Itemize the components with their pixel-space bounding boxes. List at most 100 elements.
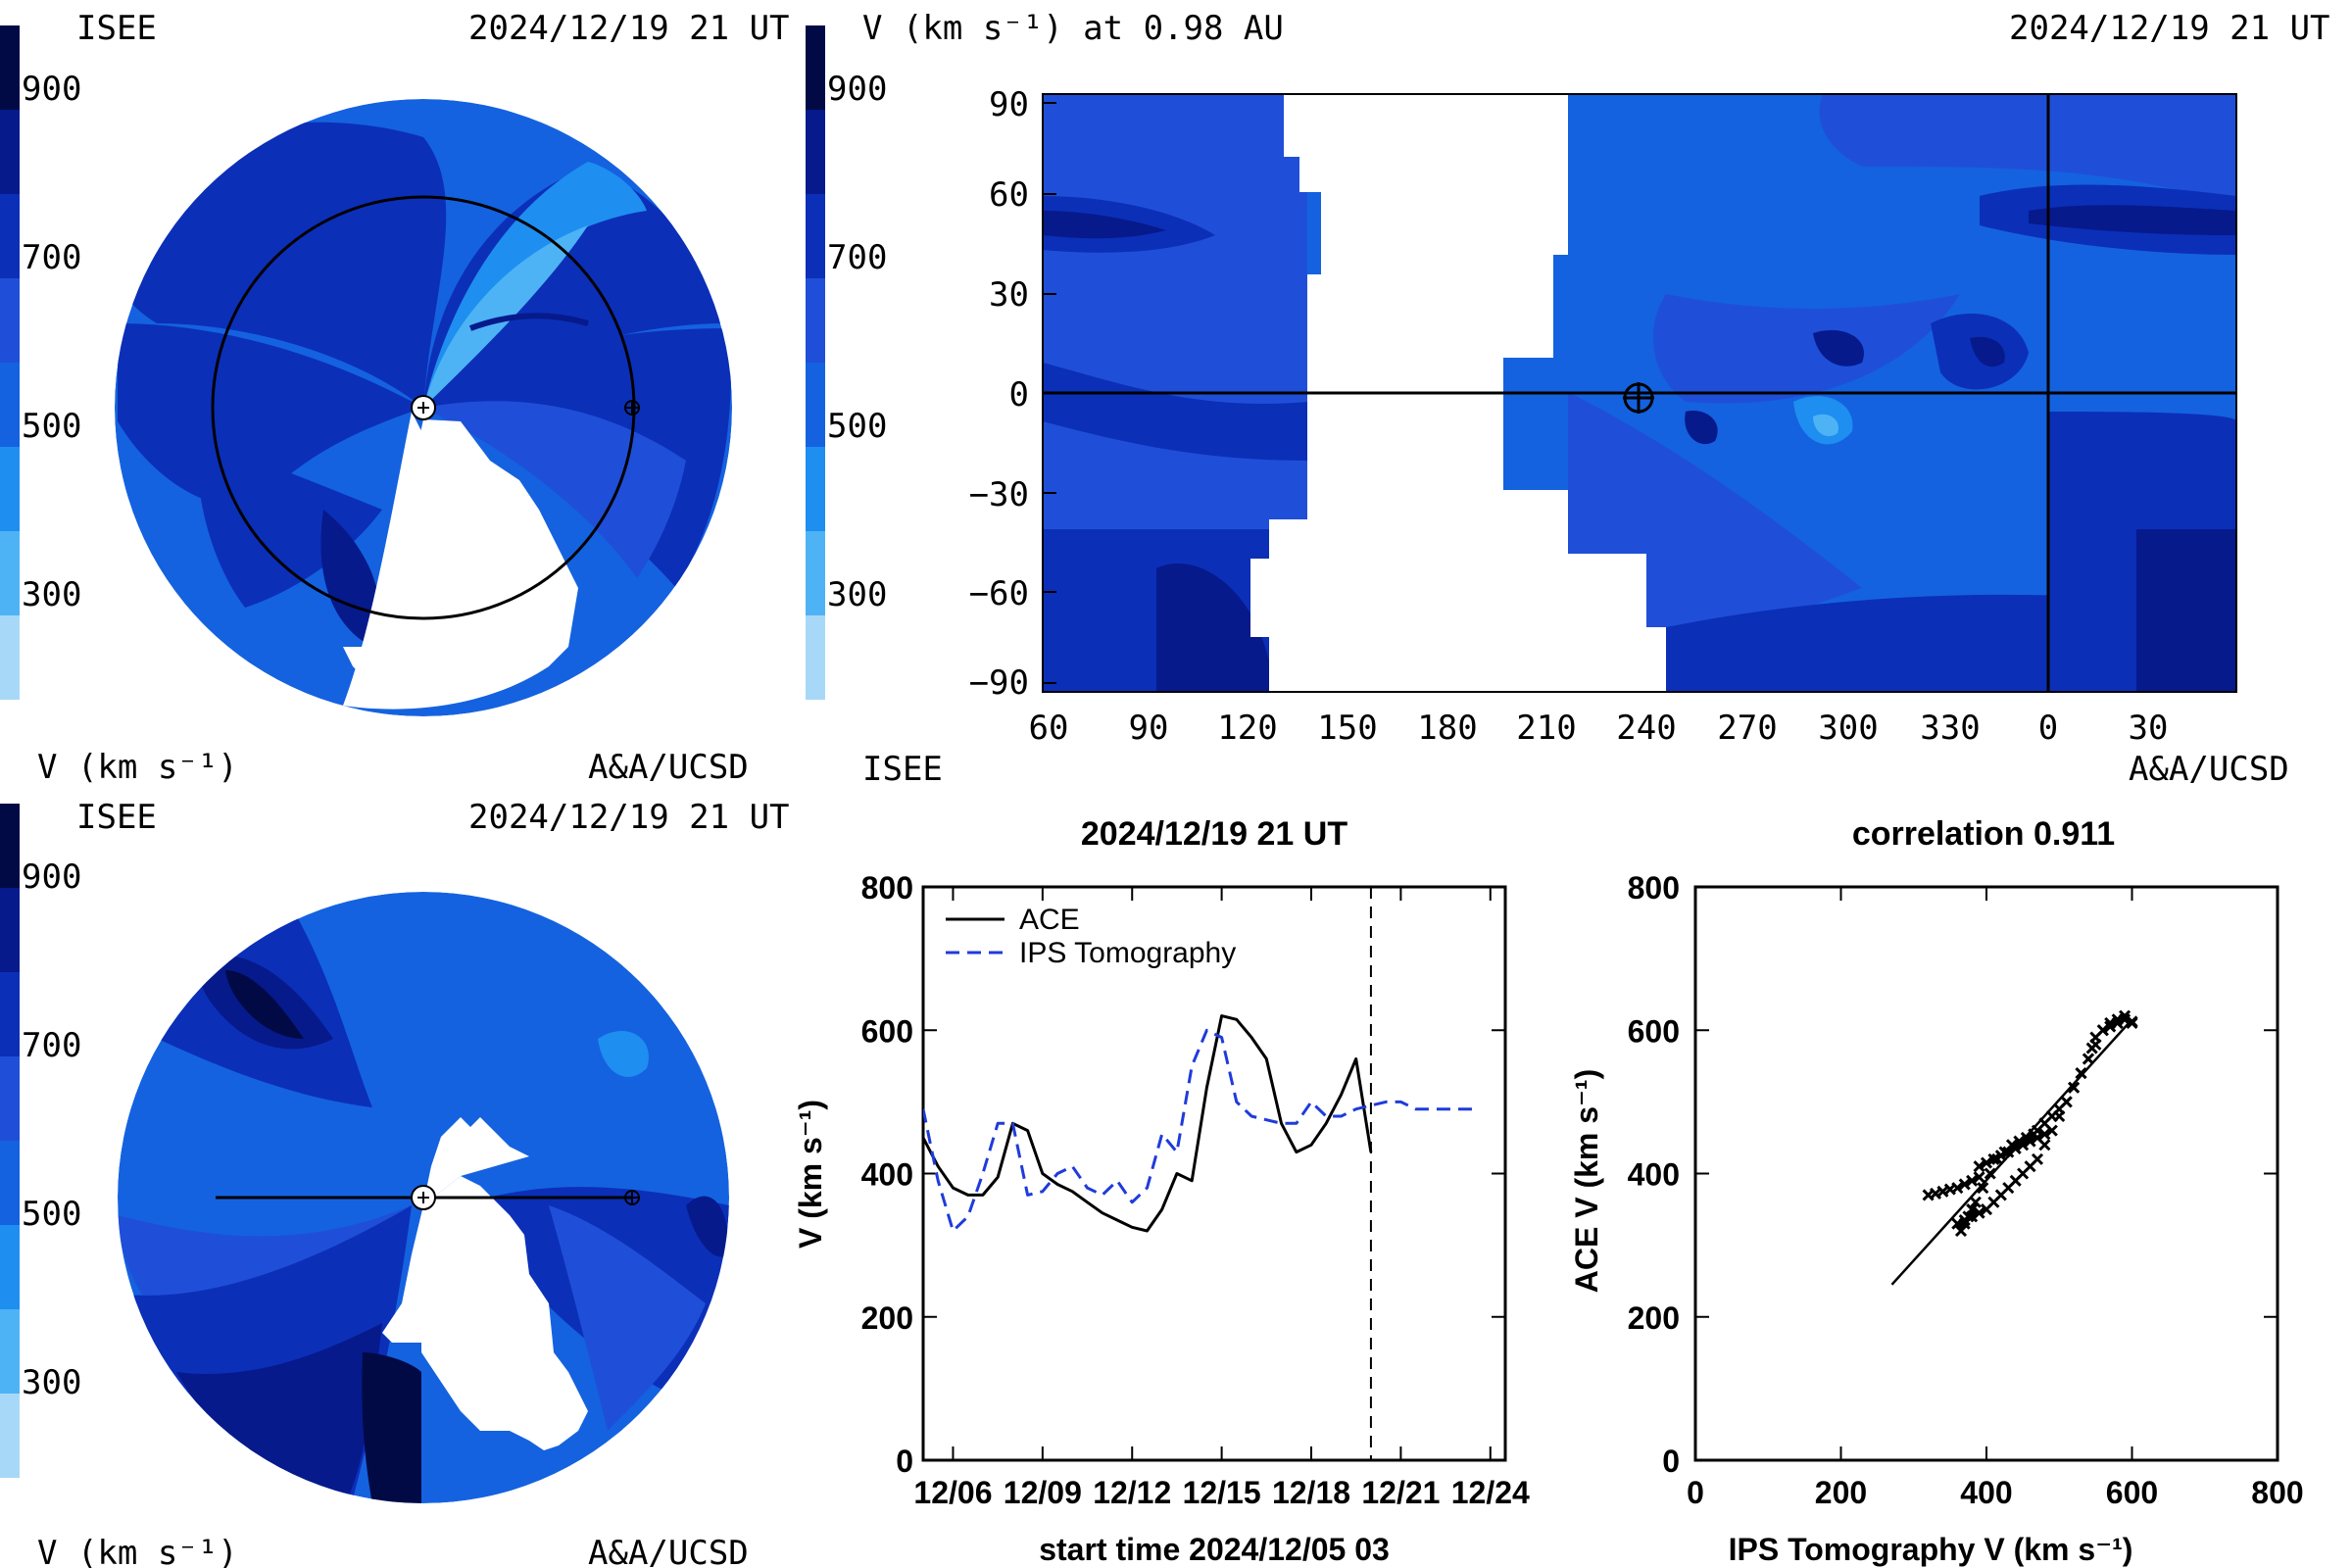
x-tick-label: 800 (2251, 1475, 2303, 1510)
legend: ACE IPS Tomography (946, 904, 1236, 969)
y-tick-label: 600 (1628, 1013, 1680, 1049)
x-tick-270: 270 (1717, 709, 1777, 748)
series-group (923, 887, 1476, 1460)
colorbar-top-left (0, 25, 20, 700)
panel-correlation-scatter: correlation 0.911 800 600 400 200 0 0 200 400 6… (1569, 815, 2304, 1567)
scatter-point (2038, 1139, 2051, 1152)
y-tick-label: 400 (1628, 1157, 1680, 1193)
timestamp: 2024/12/19 21 UT (468, 9, 790, 48)
chart-title: 2024/12/19 21 UT (1081, 815, 1348, 853)
y-tick-label: 800 (861, 870, 913, 906)
units-label: V (km s⁻¹) (37, 1534, 238, 1568)
colorbar-tick-500: 500 (22, 407, 81, 446)
colorbar-tick-900: 900 (827, 70, 887, 109)
x-tick-60: 60 (1029, 709, 1069, 748)
colorbar-tick-900: 900 (22, 858, 81, 897)
y-tick-label: 800 (1628, 870, 1680, 906)
colorbar-tick-700: 700 (22, 238, 81, 277)
credit-label: A&A/UCSD (588, 1534, 749, 1568)
map-y-ticks: 90 60 30 0 −30 −60 −90 (969, 85, 1056, 703)
timestamp: 2024/12/19 21 UT (468, 798, 790, 837)
map-title: V (km s⁻¹) at 0.98 AU (862, 9, 1284, 48)
isee-label: ISEE (76, 9, 157, 48)
x-tick-label: 12/12 (1093, 1475, 1171, 1510)
isee-label: ISEE (862, 750, 943, 789)
scatter-point (2031, 1152, 2044, 1165)
scatter-point (1966, 1174, 1979, 1187)
x-tick-330: 330 (1920, 709, 1980, 748)
y-tick-minus-60: −60 (969, 574, 1029, 613)
earth-cross-icon (625, 1191, 639, 1204)
plot-frame (921, 885, 1507, 1462)
y-tick-0: 0 (1009, 375, 1029, 415)
x-tick-210: 210 (1516, 709, 1576, 748)
series-ips-line (923, 1028, 1476, 1233)
y-tick-90: 90 (989, 85, 1029, 124)
panel-ecliptic-top-left: ISEE 2024/12/19 21 UT 900 700 500 300 V … (0, 9, 790, 787)
scatter-point (2126, 1015, 2138, 1028)
x-tick-label: 12/18 (1272, 1475, 1350, 1510)
units-label: V (km s⁻¹) (37, 748, 238, 787)
scatter-point (2089, 1038, 2102, 1051)
scatter-point (2024, 1135, 2036, 1148)
panel-synoptic-map: V (km s⁻¹) at 0.98 AU 2024/12/19 21 UT 9… (806, 9, 2330, 789)
chart-title: correlation 0.911 (1852, 815, 2115, 853)
scatter-point (1951, 1182, 1964, 1195)
colorbar-tick-300: 300 (827, 575, 887, 614)
scatter-point (1987, 1152, 2000, 1165)
scatter-point (1994, 1150, 2007, 1162)
y-tick-label: 0 (1662, 1444, 1680, 1479)
scatter-point (1951, 1217, 1964, 1230)
x-tick-label: 12/15 (1183, 1475, 1261, 1510)
x-tick-label: 12/09 (1004, 1475, 1082, 1510)
colorbar-tick-900: 900 (22, 70, 81, 109)
x-tick-0: 0 (2038, 709, 2058, 748)
scatter-point (1958, 1178, 1971, 1191)
x-axis-label: start time 2024/12/05 03 (1039, 1532, 1390, 1567)
y-tick-60: 60 (989, 175, 1029, 215)
y-tick-label: 200 (1628, 1300, 1680, 1336)
colorbar-tick-700: 700 (22, 1026, 81, 1065)
y-tick-label: 400 (861, 1157, 913, 1193)
x-tick-label: 12/06 (913, 1475, 992, 1510)
credit-label: A&A/UCSD (588, 748, 749, 787)
y-tick-label: 0 (896, 1444, 913, 1479)
y-tick-minus-90: −90 (969, 663, 1029, 703)
colorbar-top-right (806, 25, 825, 700)
legend-label-ace: ACE (1019, 904, 1080, 936)
colorbar-tick-500: 500 (827, 407, 887, 446)
scatter-point (2104, 1020, 2117, 1033)
x-tick-240: 240 (1616, 709, 1676, 748)
y-tick-minus-30: −30 (969, 475, 1029, 514)
x-axis-ticks: 0 200 400 600 800 (1687, 887, 2304, 1510)
x-tick-300: 300 (1818, 709, 1878, 748)
x-tick-label: 400 (1960, 1475, 2012, 1510)
x-tick-120: 120 (1217, 709, 1277, 748)
legend-label-ips: IPS Tomography (1019, 937, 1236, 969)
plot-frame (1693, 885, 2279, 1462)
scatter-point (1958, 1213, 1971, 1227)
colorbar-tick-300: 300 (22, 575, 81, 614)
x-tick-label: 200 (1815, 1475, 1867, 1510)
scatter-point (2111, 1016, 2124, 1030)
x-tick-label: 600 (2106, 1475, 2158, 1510)
scatter-point (2009, 1142, 2022, 1154)
y-tick-label: 600 (861, 1013, 913, 1049)
series-ace-line (923, 1014, 1373, 1233)
colorbar-tick-700: 700 (827, 238, 887, 277)
scatter-point (2038, 1128, 2051, 1141)
x-axis-label: IPS Tomography V (km s⁻¹) (1729, 1532, 2133, 1567)
x-tick-150: 150 (1317, 709, 1377, 748)
colorbar-tick-300: 300 (22, 1363, 81, 1402)
colorbar-tick-500: 500 (22, 1195, 81, 1234)
scatter-point (2053, 1109, 2066, 1123)
scatter-point (2045, 1124, 2058, 1137)
scatter-point (1954, 1224, 1968, 1238)
x-axis-ticks: 12/06 12/09 12/12 12/15 12/18 12/21 12/24 (913, 887, 1530, 1510)
scatter-point (2002, 1146, 2015, 1158)
panel-meridional-bottom-left: ISEE 2024/12/19 21 UT 900 700 500 300 V … (0, 798, 790, 1568)
y-axis-label: V (km s⁻¹) (793, 1100, 828, 1249)
y-axis-ticks: 800 600 400 200 0 (1628, 870, 2278, 1479)
scatter-point (1973, 1160, 1985, 1173)
